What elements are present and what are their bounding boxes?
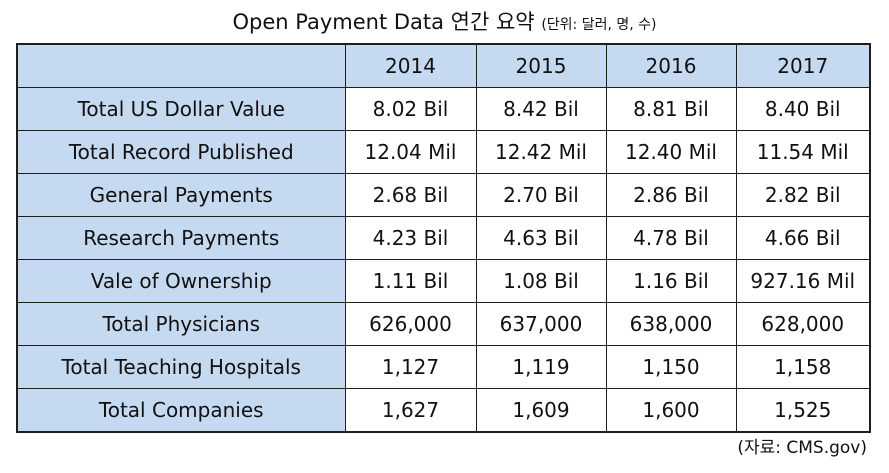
table-cell: 1,525 [735,388,871,433]
table-cell: 1,600 [605,388,737,433]
table-row: General Payments 2.68 Bil 2.70 Bil 2.86 … [16,173,871,217]
table-cell: 1.08 Bil [475,259,607,303]
table-cell: 4.66 Bil [735,216,871,260]
row-label: Research Payments [16,216,346,260]
table-cell: 1.11 Bil [344,259,477,303]
table-cell: 1,158 [735,345,871,389]
table-row: Vale of Ownership 1.11 Bil 1.08 Bil 1.16… [16,259,871,303]
column-header: 2016 [605,43,737,88]
table-cell: 4.78 Bil [605,216,737,260]
column-header: 2015 [475,43,607,88]
table-cell: 8.02 Bil [344,87,477,131]
row-label: General Payments [16,173,346,217]
table-title: Open Payment Data 연간 요약 (단위: 달러, 명, 수) [0,8,889,39]
column-header: 2014 [344,43,477,88]
row-label: Total Teaching Hospitals [16,345,346,389]
table-cell: 2.86 Bil [605,173,737,217]
table-row: Total Teaching Hospitals 1,127 1,119 1,1… [16,345,871,389]
row-label: Vale of Ownership [16,259,346,303]
table-row: Total Record Published 12.04 Mil 12.42 M… [16,130,871,174]
table-cell: 1,150 [605,345,737,389]
table-cell: 12.42 Mil [475,130,607,174]
table-cell: 12.04 Mil [344,130,477,174]
table-cell: 4.23 Bil [344,216,477,260]
table-cell: 1,127 [344,345,477,389]
row-label: Total Record Published [16,130,346,174]
row-label: Total Physicians [16,302,346,346]
source-note: (자료: CMS.gov) [737,438,867,458]
table-cell: 12.40 Mil [605,130,737,174]
table-cell: 626,000 [344,302,477,346]
title-main: Open Payment Data 연간 요약 [232,10,535,34]
table-cell: 638,000 [605,302,737,346]
summary-table: 2014 2015 2016 2017 Total US Dollar Valu… [16,43,871,433]
table-cell: 1,609 [475,388,607,433]
table-cell: 637,000 [475,302,607,346]
corner-cell [16,43,346,88]
header-row: 2014 2015 2016 2017 [16,43,871,88]
table-cell: 2.70 Bil [475,173,607,217]
table-cell: 8.40 Bil [735,87,871,131]
column-header: 2017 [735,43,871,88]
row-label: Total US Dollar Value [16,87,346,131]
table-row: Research Payments 4.23 Bil 4.63 Bil 4.78… [16,216,871,260]
table-cell: 927.16 Mil [735,259,871,303]
table-cell: 2.82 Bil [735,173,871,217]
table-cell: 1,627 [344,388,477,433]
row-label: Total Companies [16,388,346,433]
title-unit: (단위: 달러, 명, 수) [541,17,657,33]
table-cell: 1.16 Bil [605,259,737,303]
table-cell: 2.68 Bil [344,173,477,217]
table-cell: 8.81 Bil [605,87,737,131]
table-cell: 4.63 Bil [475,216,607,260]
table-cell: 628,000 [735,302,871,346]
table-cell: 1,119 [475,345,607,389]
table-row: Total Companies 1,627 1,609 1,600 1,525 [16,388,871,433]
table-cell: 8.42 Bil [475,87,607,131]
table-row: Total US Dollar Value 8.02 Bil 8.42 Bil … [16,87,871,131]
table-row: Total Physicians 626,000 637,000 638,000… [16,302,871,346]
table-cell: 11.54 Mil [735,130,871,174]
